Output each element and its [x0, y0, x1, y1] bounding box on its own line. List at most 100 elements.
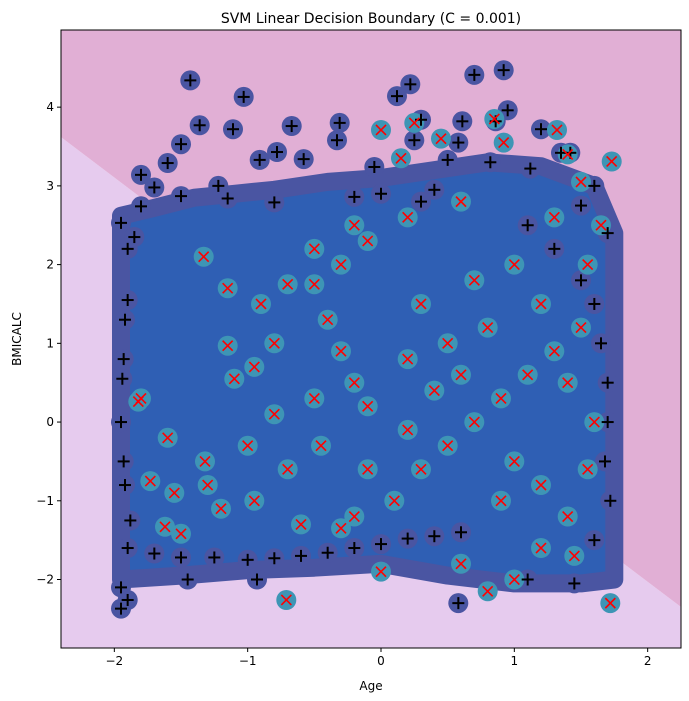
point-plus: [452, 136, 465, 149]
point-plus: [128, 231, 141, 244]
point-plus: [297, 153, 310, 166]
point-x: [255, 298, 267, 310]
point-x: [428, 384, 440, 397]
point-x: [455, 369, 467, 381]
point-plus: [321, 546, 334, 559]
point-x: [468, 416, 480, 428]
point-plus: [241, 553, 254, 566]
point-plus: [121, 542, 134, 555]
point-x: [508, 573, 520, 586]
point-x: [215, 503, 227, 515]
y-tick-label: 4: [46, 100, 54, 114]
point-x: [455, 558, 467, 570]
point-plus: [601, 416, 614, 429]
point-x: [408, 117, 420, 129]
point-x: [482, 322, 494, 334]
point-plus: [268, 196, 281, 209]
point-x: [415, 298, 427, 310]
point-plus: [548, 242, 561, 255]
point-plus: [484, 156, 497, 169]
point-x: [495, 495, 507, 507]
point-x: [348, 510, 360, 523]
point-plus: [524, 162, 537, 175]
point-plus: [501, 104, 514, 117]
point-plus: [408, 134, 421, 147]
point-x: [335, 345, 347, 357]
point-plus: [161, 157, 174, 170]
point-plus: [601, 376, 614, 389]
point-plus: [535, 123, 547, 136]
point-plus: [452, 597, 465, 610]
points-layer: [111, 60, 622, 619]
point-x: [495, 392, 507, 405]
y-tick-label: 2: [46, 258, 54, 272]
point-x: [335, 259, 347, 271]
point-plus: [599, 455, 611, 468]
point-plus: [121, 294, 134, 307]
x-axis-label: Age: [359, 679, 382, 693]
point-plus: [121, 593, 134, 606]
point-x: [228, 373, 240, 385]
point-x: [575, 176, 587, 188]
point-x: [582, 259, 594, 271]
point-plus: [588, 297, 601, 310]
point-x: [222, 340, 234, 352]
point-x: [198, 251, 210, 263]
point-plus: [237, 90, 250, 103]
point-plus: [401, 532, 414, 545]
point-plus: [428, 183, 441, 196]
point-x: [402, 424, 414, 436]
point-plus: [115, 216, 127, 229]
point-x: [159, 521, 171, 533]
point-x: [535, 298, 547, 310]
point-x: [248, 495, 260, 507]
point-x: [535, 542, 547, 554]
point-plus: [135, 200, 147, 213]
point-plus: [595, 337, 607, 350]
point-x: [308, 243, 320, 255]
point-x: [568, 550, 580, 562]
point-plus: [175, 138, 187, 151]
point-plus: [521, 573, 534, 586]
point-x: [402, 211, 414, 223]
point-x: [508, 259, 520, 271]
point-plus: [391, 90, 403, 103]
point-plus: [119, 313, 131, 326]
point-plus: [521, 219, 534, 232]
point-x: [144, 475, 156, 487]
point-plus: [575, 274, 587, 287]
point-plus: [268, 552, 281, 565]
point-plus: [208, 551, 221, 564]
point-plus: [588, 179, 601, 192]
point-x: [222, 282, 234, 294]
point-plus: [575, 199, 587, 212]
point-x: [535, 479, 547, 491]
x-axis: −2 −1 0 1 2: [105, 648, 651, 668]
y-tick-label: 3: [46, 179, 54, 193]
point-plus: [124, 514, 137, 527]
point-x: [442, 440, 454, 452]
point-plus: [148, 547, 161, 560]
point-plus: [368, 160, 381, 173]
point-plus: [121, 242, 134, 255]
point-plus: [455, 526, 467, 539]
point-plus: [441, 153, 454, 166]
point-x: [362, 463, 374, 475]
x-tick-label: 1: [511, 654, 519, 668]
point-x: [308, 278, 320, 290]
chart-title: SVM Linear Decision Boundary (C = 0.001): [221, 11, 521, 27]
point-plus: [468, 68, 481, 81]
point-plus: [115, 602, 127, 615]
point-x: [562, 377, 574, 389]
point-x: [395, 152, 407, 164]
point-plus: [601, 227, 614, 240]
point-x: [508, 455, 520, 467]
point-plus: [181, 573, 194, 586]
point-x: [522, 369, 534, 381]
point-plus: [227, 123, 239, 136]
point-plus: [135, 168, 147, 181]
point-x: [595, 219, 607, 231]
point-x: [348, 377, 360, 389]
y-tick-label: 1: [46, 336, 54, 350]
point-plus: [115, 416, 127, 429]
